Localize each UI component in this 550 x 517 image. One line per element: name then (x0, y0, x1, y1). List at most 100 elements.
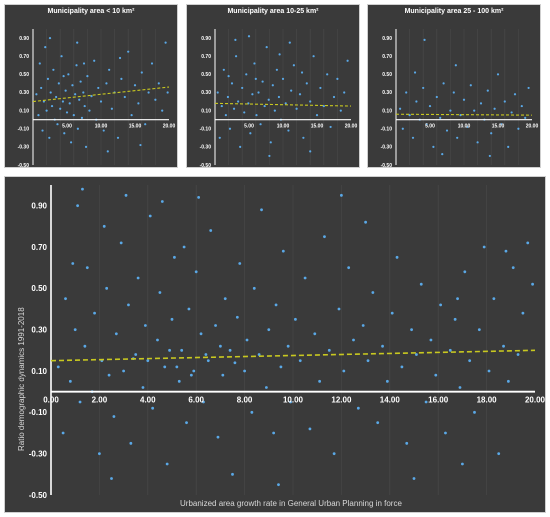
y-tick-label: 0.10 (201, 108, 211, 114)
data-point (234, 38, 237, 41)
data-point (84, 145, 88, 148)
data-point (227, 75, 230, 78)
data-point (204, 353, 208, 356)
data-point (238, 262, 242, 265)
data-point (423, 38, 426, 41)
data-point (64, 297, 67, 301)
y-tick-label: 0.50 (19, 72, 29, 78)
data-point (400, 365, 404, 369)
data-point (228, 127, 232, 130)
x-tick-label: 14.00 (380, 396, 401, 405)
data-point (511, 266, 515, 270)
data-point (332, 452, 336, 456)
data-point (83, 344, 87, 348)
data-point (295, 107, 298, 110)
gridlines (228, 29, 338, 165)
data-point (454, 64, 457, 67)
data-point (76, 204, 80, 208)
data-point (267, 328, 271, 332)
data-point (50, 104, 54, 108)
data-point (168, 348, 171, 352)
data-point (97, 86, 100, 90)
data-point (156, 338, 159, 342)
y-tick-label: -0.10 (18, 126, 30, 132)
data-point (78, 98, 81, 101)
data-point (356, 406, 360, 410)
data-point (107, 373, 111, 377)
data-point (466, 125, 469, 129)
data-point (209, 229, 213, 232)
data-point (102, 129, 105, 132)
data-point (309, 150, 312, 153)
data-point (38, 62, 41, 65)
data-point (154, 98, 157, 101)
data-point (313, 332, 317, 336)
data-point (82, 62, 86, 65)
data-point (401, 127, 404, 130)
data-point (309, 100, 312, 103)
data-point (473, 109, 476, 112)
data-point (273, 109, 276, 112)
data-point (105, 286, 109, 290)
data-point (429, 338, 433, 342)
data-point (340, 193, 343, 197)
data-point (496, 73, 500, 76)
data-point (161, 109, 164, 112)
data-point (143, 324, 147, 327)
data-point (253, 62, 256, 65)
data-point (64, 89, 67, 92)
y-tick-label: 0.10 (382, 108, 392, 114)
data-point (520, 104, 523, 108)
data-point (57, 82, 60, 85)
data-point (260, 208, 263, 212)
data-point (41, 129, 44, 132)
data-point (221, 373, 225, 377)
data-point (75, 64, 78, 67)
trend-line (395, 113, 533, 116)
y-tick-label: 0.10 (19, 108, 29, 114)
data-point (274, 303, 278, 307)
data-point (308, 427, 312, 431)
data-point (235, 315, 239, 319)
data-point (137, 102, 140, 105)
data-point (61, 100, 65, 103)
x-tick-label: 20.00 (525, 396, 545, 405)
data-point (230, 82, 234, 85)
data-point (413, 71, 417, 74)
data-point (129, 441, 133, 445)
data-point (531, 282, 534, 286)
data-point (265, 46, 268, 49)
data-point (305, 82, 308, 85)
data-point (232, 107, 236, 110)
data-point (180, 348, 184, 352)
data-point (35, 93, 38, 96)
data-point (259, 123, 262, 126)
data-point (105, 82, 108, 85)
data-point (166, 91, 169, 94)
data-point (385, 379, 389, 383)
x-tick-label: 4.00 (140, 396, 156, 405)
data-point (462, 98, 466, 101)
x-tick-label: 5.00 (62, 124, 72, 130)
x-tick-label: 6.00 (188, 396, 204, 405)
data-point (524, 116, 527, 119)
data-point (245, 338, 249, 342)
data-point (292, 64, 295, 67)
data-point (442, 82, 445, 85)
data-point (415, 353, 418, 356)
data-point (76, 41, 79, 44)
data-point (122, 369, 125, 373)
data-point (257, 91, 260, 94)
data-point (263, 104, 266, 108)
x-tick-label: 18.00 (477, 396, 498, 405)
data-point (141, 386, 145, 389)
data-point (85, 266, 89, 270)
y-tick-label: 0.70 (31, 243, 47, 252)
data-point (252, 286, 256, 290)
data-point (118, 56, 122, 60)
data-point (408, 114, 411, 117)
y-tick-label: 0.30 (19, 90, 29, 96)
data-point (476, 141, 479, 144)
y-tick-label: 0.10 (31, 367, 47, 376)
data-point (287, 129, 290, 132)
